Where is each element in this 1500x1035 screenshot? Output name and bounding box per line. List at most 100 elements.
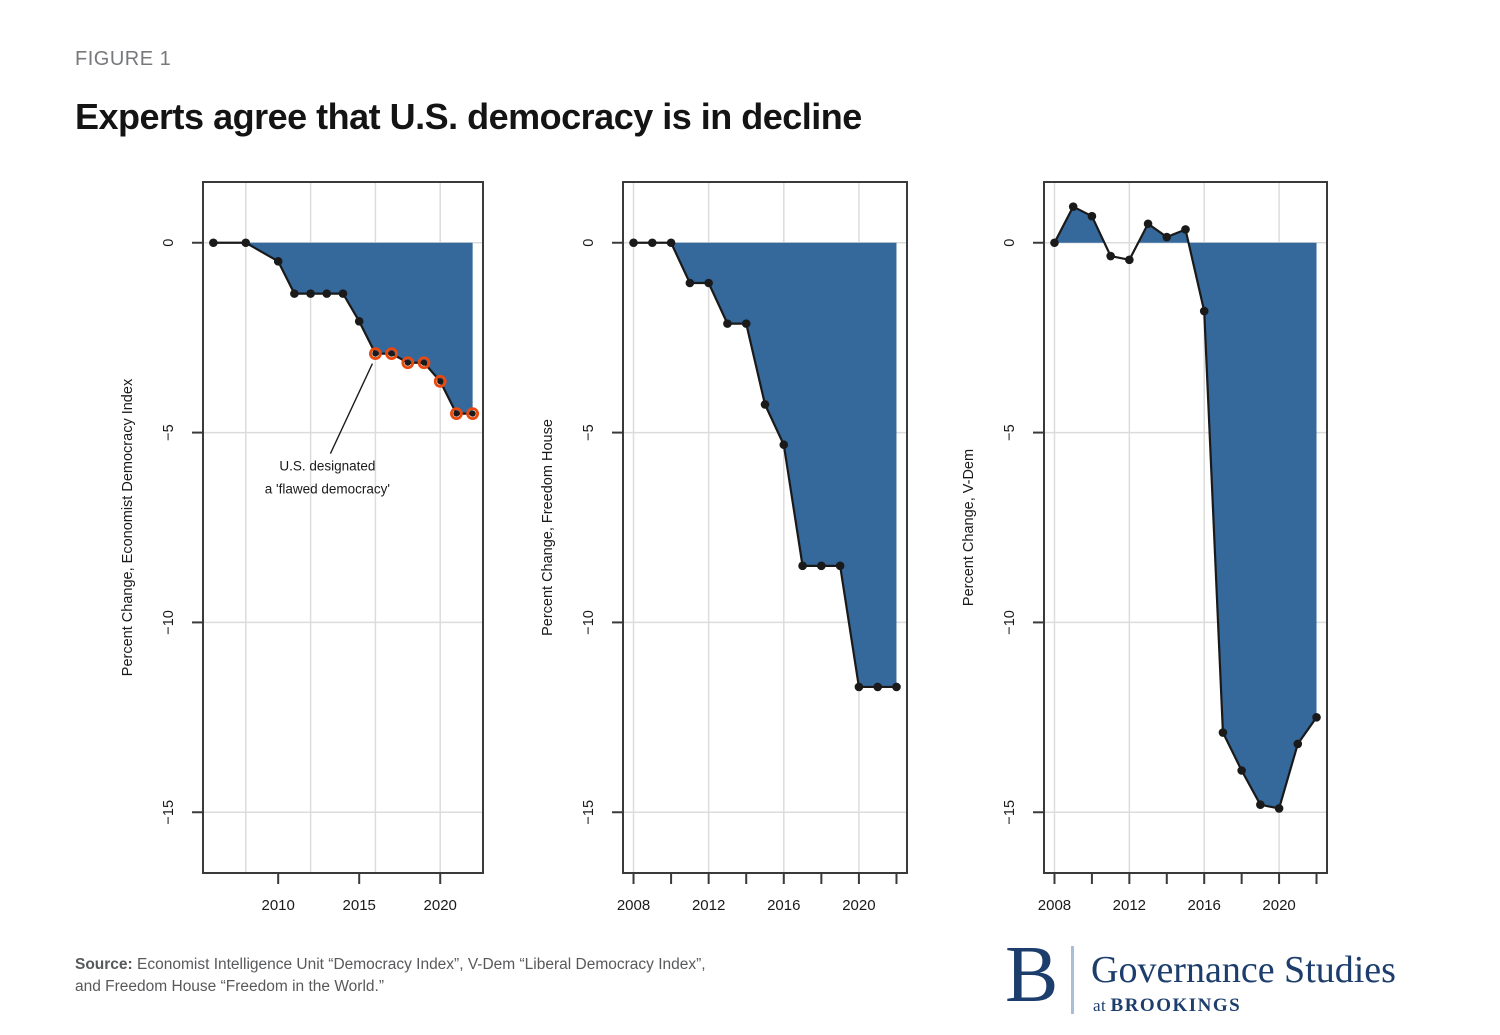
data-point xyxy=(388,350,395,357)
figure-label: FIGURE 1 xyxy=(75,48,172,70)
highlighted-data-point xyxy=(369,347,382,361)
source-note: Source: Economist Intelligence Unit “Dem… xyxy=(75,954,706,998)
data-point xyxy=(1106,251,1115,261)
highlighted-data-point xyxy=(450,407,463,420)
chart-panel-freedom-house: 0 −5 −10 −15 2008 2012 2016 2020 Percent Change,… xyxy=(540,181,908,914)
data-point xyxy=(469,410,476,417)
data-point xyxy=(1162,232,1172,242)
logo-at: at xyxy=(1093,996,1107,1015)
data-point xyxy=(666,238,676,248)
data-point xyxy=(1181,225,1190,234)
highlighted-data-point xyxy=(466,407,480,420)
logo-governance-studies: Governance Studies xyxy=(1091,949,1396,991)
highlighted-data-point xyxy=(385,347,399,361)
y-axis-title: Percent Change, V-Dem xyxy=(961,449,977,606)
plot-frame xyxy=(622,181,908,874)
x-tick-label: 2020 xyxy=(424,897,457,914)
data-points xyxy=(629,238,901,692)
annotation-leader-line xyxy=(329,363,374,454)
data-point xyxy=(685,278,695,288)
y-tick-label: 0 xyxy=(161,239,177,247)
charts-canvas: 0 −5 −10 −15 2010 2015 2020 Percent Change, Eco… xyxy=(120,181,1328,914)
y-axis-title: Percent Change, Economist Democracy Inde… xyxy=(120,378,136,676)
highlighted-data-point xyxy=(417,356,431,370)
data-point xyxy=(760,400,770,409)
y-tick-label: 0 xyxy=(581,239,597,247)
y-tick-label: −10 xyxy=(1002,610,1018,635)
data-point xyxy=(854,682,864,692)
logo-divider xyxy=(1071,946,1074,1014)
data-point xyxy=(1125,255,1134,265)
data-point xyxy=(1143,219,1153,229)
y-tick-label: −5 xyxy=(161,424,177,441)
data-point xyxy=(404,359,411,366)
data-point xyxy=(1312,713,1321,722)
data-point xyxy=(1068,202,1078,211)
x-tick-label: 2016 xyxy=(1188,897,1221,914)
highlighted-data-point xyxy=(401,356,415,370)
data-point xyxy=(338,289,348,298)
area-fill xyxy=(633,242,897,687)
data-point xyxy=(648,238,657,248)
data-point xyxy=(1199,306,1209,316)
data-point xyxy=(798,561,807,571)
data-point xyxy=(209,238,218,248)
data-point xyxy=(892,682,901,692)
data-point xyxy=(354,317,364,326)
data-point xyxy=(453,410,460,417)
data-point xyxy=(704,278,713,288)
data-point xyxy=(241,238,251,248)
data-point xyxy=(1237,766,1246,775)
axes: 0 −5 −10 −15 2010 2015 2020 xyxy=(161,239,457,914)
source-text-2: and Freedom House “Freedom in the World.… xyxy=(75,978,384,995)
y-tick-label: 0 xyxy=(1002,239,1018,247)
logo-at-brookings: at BROOKINGS xyxy=(1093,995,1241,1017)
annotation-text: a 'flawed democracy' xyxy=(265,482,390,497)
y-tick-label: −15 xyxy=(1002,800,1018,825)
data-point xyxy=(835,561,845,571)
source-prefix: Source: xyxy=(75,956,133,973)
data-point xyxy=(306,289,315,298)
x-tick-label: 2016 xyxy=(767,897,800,914)
data-point xyxy=(873,682,882,692)
source-line-2: and Freedom House “Freedom in the World.… xyxy=(75,976,706,998)
highlighted-data-point xyxy=(433,374,447,388)
annotation: U.S. designated a 'flawed democracy' xyxy=(265,363,390,497)
x-tick-label: 2010 xyxy=(261,897,294,914)
data-point xyxy=(1218,728,1228,737)
y-tick-label: −15 xyxy=(161,800,177,825)
y-tick-label: −10 xyxy=(161,610,177,635)
logo-brookings: BROOKINGS xyxy=(1110,995,1242,1016)
data-point xyxy=(322,289,332,298)
data-point xyxy=(290,289,299,298)
source-text-1: Economist Intelligence Unit “Democracy I… xyxy=(137,956,706,973)
data-point xyxy=(420,359,428,366)
data-point xyxy=(817,561,826,571)
x-tick-label: 2015 xyxy=(343,897,376,914)
figure-title: Experts agree that U.S. democracy is in … xyxy=(75,96,862,137)
axes: 0 −5 −10 −15 2008 2012 2016 2020 xyxy=(1002,239,1318,914)
data-point xyxy=(629,238,638,248)
x-tick-label: 2020 xyxy=(842,897,875,914)
data-point xyxy=(741,319,751,328)
y-tick-label: −15 xyxy=(581,800,597,825)
y-tick-label: −5 xyxy=(1002,424,1018,441)
chart-panel-economist-democracy-index: 0 −5 −10 −15 2010 2015 2020 Percent Change, Eco… xyxy=(120,181,484,914)
x-tick-label: 2008 xyxy=(617,897,650,914)
y-tick-label: −10 xyxy=(581,610,597,635)
data-point xyxy=(723,319,732,328)
data-point xyxy=(1256,800,1265,809)
x-tick-label: 2020 xyxy=(1262,897,1295,914)
data-point xyxy=(779,440,789,450)
data-point xyxy=(372,350,379,357)
data-point xyxy=(437,378,444,385)
plot-frame xyxy=(202,181,484,874)
y-axis-title: Percent Change, Freedom House xyxy=(540,419,556,636)
chart-panel-v-dem: 0 −5 −10 −15 2008 2012 2016 2020 Percent Change,… xyxy=(961,181,1328,914)
annotation-text: U.S. designated xyxy=(279,459,375,474)
data-points xyxy=(209,238,480,420)
data-point xyxy=(1087,211,1097,221)
source-line-1: Source: Economist Intelligence Unit “Dem… xyxy=(75,954,706,976)
brookings-logo: B Governance Studies at BROOKINGS xyxy=(1005,935,1445,1020)
